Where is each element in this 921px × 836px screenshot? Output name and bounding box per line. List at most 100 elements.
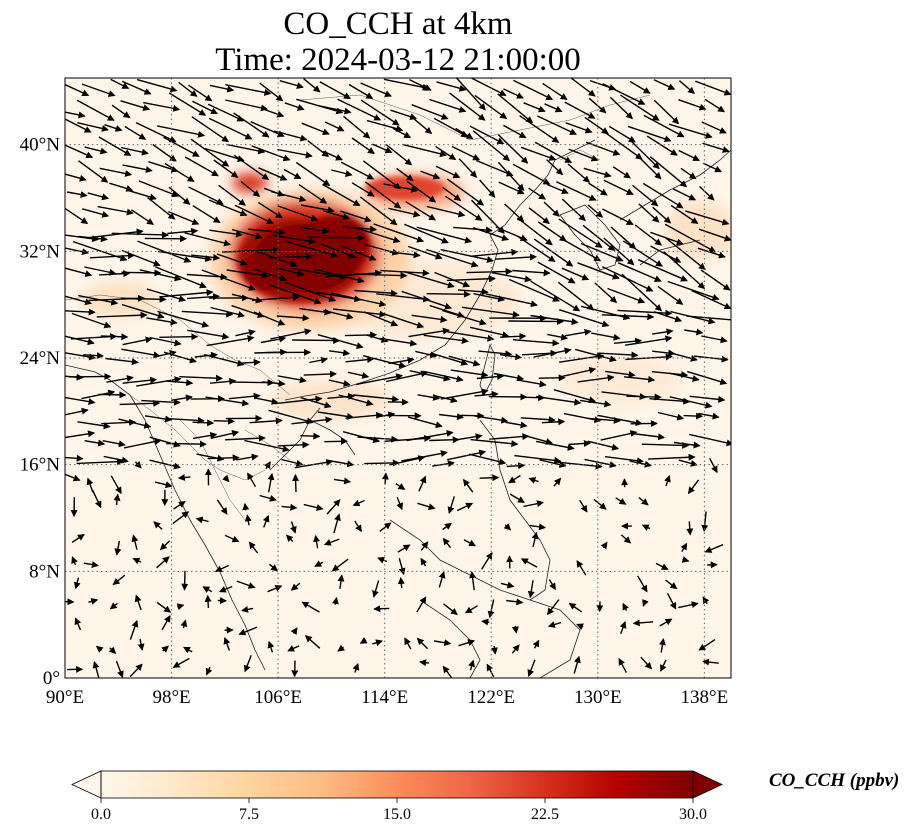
wind-arrow bbox=[331, 596, 339, 605]
wind-arrow bbox=[701, 335, 728, 344]
wind-arrow bbox=[430, 352, 469, 366]
wind-arrow bbox=[103, 455, 129, 464]
wind-arrow bbox=[462, 306, 520, 318]
wind-arrow bbox=[512, 269, 551, 277]
wind-arrow bbox=[558, 353, 605, 363]
wind-arrow bbox=[686, 370, 728, 386]
wind-arrow bbox=[210, 430, 240, 439]
wind-arrow bbox=[530, 314, 579, 326]
wind-arrow bbox=[304, 635, 321, 649]
wind-arrow bbox=[299, 307, 332, 316]
wind-arrow bbox=[516, 379, 547, 388]
wind-arrow bbox=[153, 521, 163, 530]
wind-arrow bbox=[224, 534, 240, 543]
wind-arrow bbox=[558, 309, 610, 328]
wind-arrow bbox=[641, 441, 690, 449]
wind-arrow bbox=[99, 270, 131, 278]
wind-arrow bbox=[319, 81, 351, 100]
wind-arrow bbox=[527, 580, 535, 599]
wind-arrow bbox=[495, 253, 537, 261]
wind-arrow bbox=[613, 337, 643, 345]
wind-arrow bbox=[84, 439, 106, 447]
wind-arrow bbox=[678, 601, 699, 609]
wind-arrow bbox=[401, 450, 448, 462]
wind-arrow bbox=[444, 195, 483, 221]
wind-arrow bbox=[666, 593, 677, 610]
wind-arrow bbox=[442, 522, 453, 531]
wind-arrow bbox=[337, 98, 382, 121]
wind-arrow bbox=[114, 540, 122, 556]
wind-arrow bbox=[363, 355, 407, 369]
wind-arrow bbox=[111, 104, 131, 119]
wind-arrow bbox=[678, 459, 698, 467]
wind-arrow bbox=[209, 229, 243, 238]
wind-arrow bbox=[575, 348, 617, 363]
wind-arrow bbox=[440, 388, 489, 400]
wind-arrow bbox=[456, 502, 474, 512]
wind-arrow bbox=[343, 115, 371, 139]
wind-arrow bbox=[528, 477, 539, 484]
wind-arrow bbox=[455, 127, 474, 140]
colorbar-gradient bbox=[101, 771, 693, 798]
wind-arrow bbox=[192, 100, 218, 115]
wind-arrow bbox=[530, 280, 581, 312]
wind-arrow bbox=[547, 621, 562, 628]
wind-arrow bbox=[285, 281, 337, 302]
wind-arrow bbox=[526, 435, 553, 445]
wind-arrow bbox=[619, 621, 627, 635]
wind-arrow bbox=[623, 375, 656, 383]
wind-arrow bbox=[617, 262, 662, 282]
wind-arrow bbox=[82, 208, 110, 218]
wind-arrow bbox=[342, 431, 381, 444]
wind-arrow bbox=[605, 456, 644, 465]
wind-arrow bbox=[593, 498, 607, 510]
wind-arrow bbox=[420, 557, 428, 567]
wind-arrow bbox=[479, 179, 496, 198]
wind-arrow bbox=[450, 369, 489, 379]
wind-arrow bbox=[543, 201, 560, 217]
wind-arrow bbox=[703, 162, 723, 173]
wind-arrow bbox=[457, 288, 489, 296]
y-axis-ticks: 0° 8°N 16°N 24°N 32°N 40°N bbox=[20, 135, 61, 689]
wind-arrow bbox=[213, 417, 235, 425]
wind-arrow bbox=[225, 99, 268, 112]
wind-arrow bbox=[535, 440, 575, 451]
wind-arrow bbox=[683, 412, 704, 420]
wind-arrow bbox=[164, 162, 195, 182]
wind-arrow bbox=[300, 432, 321, 440]
wind-arrow bbox=[65, 118, 92, 133]
wind-arrow bbox=[570, 78, 596, 97]
wind-arrow bbox=[99, 167, 133, 177]
wind-arrow bbox=[184, 156, 219, 177]
wind-arrow bbox=[262, 379, 286, 387]
wind-arrow bbox=[190, 138, 230, 167]
wind-arrow bbox=[154, 481, 173, 489]
wind-arrow bbox=[359, 637, 368, 644]
wind-arrow bbox=[582, 224, 616, 252]
wind-arrow bbox=[652, 349, 676, 357]
wind-arrow bbox=[684, 328, 704, 336]
wind-arrow bbox=[281, 458, 304, 467]
wind-arrow bbox=[234, 204, 274, 225]
wind-arrow bbox=[84, 146, 108, 155]
wind-arrow bbox=[81, 389, 116, 400]
wind-arrow bbox=[344, 331, 378, 339]
wind-arrow bbox=[455, 433, 483, 441]
wind-arrow bbox=[303, 503, 324, 511]
wind-arrow bbox=[652, 206, 672, 224]
wind-arrow bbox=[516, 217, 553, 246]
wind-arrow bbox=[463, 478, 474, 493]
wind-arrow bbox=[670, 204, 699, 224]
wind-arrow bbox=[481, 618, 490, 626]
wind-arrow bbox=[411, 104, 449, 120]
wind-arrow bbox=[353, 394, 400, 403]
wind-arrow bbox=[464, 605, 479, 614]
wind-arrow bbox=[152, 143, 177, 162]
wind-arrow bbox=[481, 552, 493, 570]
wind-arrow bbox=[426, 248, 479, 268]
colorbar-tick-label: 30.0 bbox=[679, 806, 707, 823]
wind-arrow bbox=[470, 78, 507, 97]
wind-arrow bbox=[207, 103, 245, 122]
wind-arrow bbox=[65, 454, 84, 462]
wind-arrow bbox=[411, 117, 433, 135]
